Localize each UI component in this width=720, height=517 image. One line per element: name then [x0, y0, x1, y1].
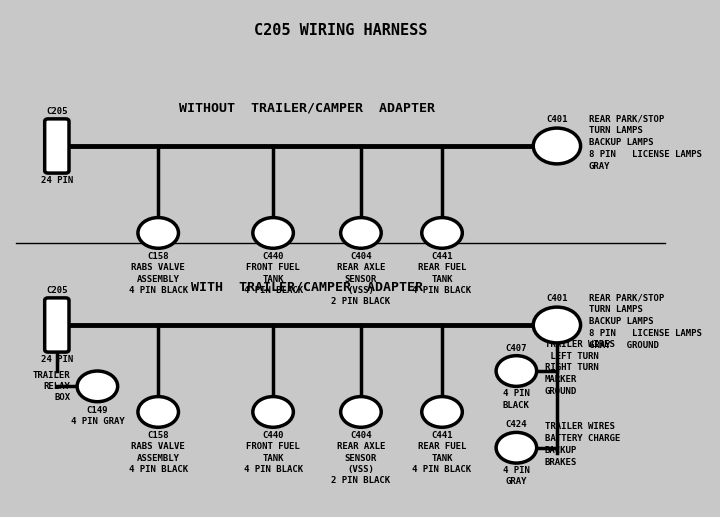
Text: WITHOUT  TRAILER/CAMPER  ADAPTER: WITHOUT TRAILER/CAMPER ADAPTER [179, 101, 435, 114]
FancyBboxPatch shape [45, 119, 69, 173]
Text: C401: C401 [546, 294, 567, 303]
Text: 24 PIN: 24 PIN [41, 176, 73, 185]
Circle shape [422, 397, 462, 427]
Circle shape [534, 128, 580, 164]
Text: C440
FRONT FUEL
TANK
4 PIN BLACK: C440 FRONT FUEL TANK 4 PIN BLACK [243, 431, 302, 474]
Circle shape [496, 432, 536, 463]
Text: C440
FRONT FUEL
TANK
4 PIN BLACK: C440 FRONT FUEL TANK 4 PIN BLACK [243, 252, 302, 295]
Text: C205: C205 [46, 108, 68, 116]
Circle shape [422, 218, 462, 248]
Text: TRAILER
RELAY
BOX: TRAILER RELAY BOX [32, 371, 71, 402]
Circle shape [253, 218, 293, 248]
Text: WITH  TRAILER/CAMPER  ADAPTER: WITH TRAILER/CAMPER ADAPTER [191, 280, 423, 293]
Text: C441
REAR FUEL
TANK
4 PIN BLACK: C441 REAR FUEL TANK 4 PIN BLACK [413, 431, 472, 474]
Circle shape [77, 371, 117, 402]
Text: C158
RABS VALVE
ASSEMBLY
4 PIN BLACK: C158 RABS VALVE ASSEMBLY 4 PIN BLACK [129, 252, 188, 295]
Circle shape [496, 356, 536, 386]
Circle shape [341, 397, 381, 427]
Text: C205: C205 [46, 286, 68, 295]
Circle shape [534, 307, 580, 343]
Text: C404
REAR AXLE
SENSOR
(VSS)
2 PIN BLACK: C404 REAR AXLE SENSOR (VSS) 2 PIN BLACK [331, 431, 390, 485]
Text: REAR PARK/STOP
TURN LAMPS
BACKUP LAMPS
8 PIN   LICENSE LAMPS
GRAY   GROUND: REAR PARK/STOP TURN LAMPS BACKUP LAMPS 8… [589, 293, 701, 349]
Circle shape [253, 397, 293, 427]
FancyBboxPatch shape [45, 298, 69, 352]
Text: C158
RABS VALVE
ASSEMBLY
4 PIN BLACK: C158 RABS VALVE ASSEMBLY 4 PIN BLACK [129, 431, 188, 474]
Text: C424: C424 [505, 420, 527, 429]
Circle shape [341, 218, 381, 248]
Text: C407: C407 [505, 344, 527, 353]
Circle shape [138, 218, 179, 248]
Text: 24 PIN: 24 PIN [41, 355, 73, 363]
Circle shape [138, 397, 179, 427]
Text: 4 PIN
GRAY: 4 PIN GRAY [503, 466, 530, 486]
Text: C401: C401 [546, 115, 567, 124]
Text: TRAILER WIRES
BATTERY CHARGE
BACKUP
BRAKES: TRAILER WIRES BATTERY CHARGE BACKUP BRAK… [545, 422, 620, 467]
Text: C441
REAR FUEL
TANK
4 PIN BLACK: C441 REAR FUEL TANK 4 PIN BLACK [413, 252, 472, 295]
Text: C205 WIRING HARNESS: C205 WIRING HARNESS [254, 23, 428, 38]
Text: C404
REAR AXLE
SENSOR
(VSS)
2 PIN BLACK: C404 REAR AXLE SENSOR (VSS) 2 PIN BLACK [331, 252, 390, 306]
Text: C149
4 PIN GRAY: C149 4 PIN GRAY [71, 406, 125, 426]
Text: REAR PARK/STOP
TURN LAMPS
BACKUP LAMPS
8 PIN   LICENSE LAMPS
GRAY: REAR PARK/STOP TURN LAMPS BACKUP LAMPS 8… [589, 114, 701, 171]
Text: 4 PIN
BLACK: 4 PIN BLACK [503, 389, 530, 409]
Text: TRAILER WIRES
 LEFT TURN
RIGHT TURN
MARKER
GROUND: TRAILER WIRES LEFT TURN RIGHT TURN MARKE… [545, 340, 615, 396]
